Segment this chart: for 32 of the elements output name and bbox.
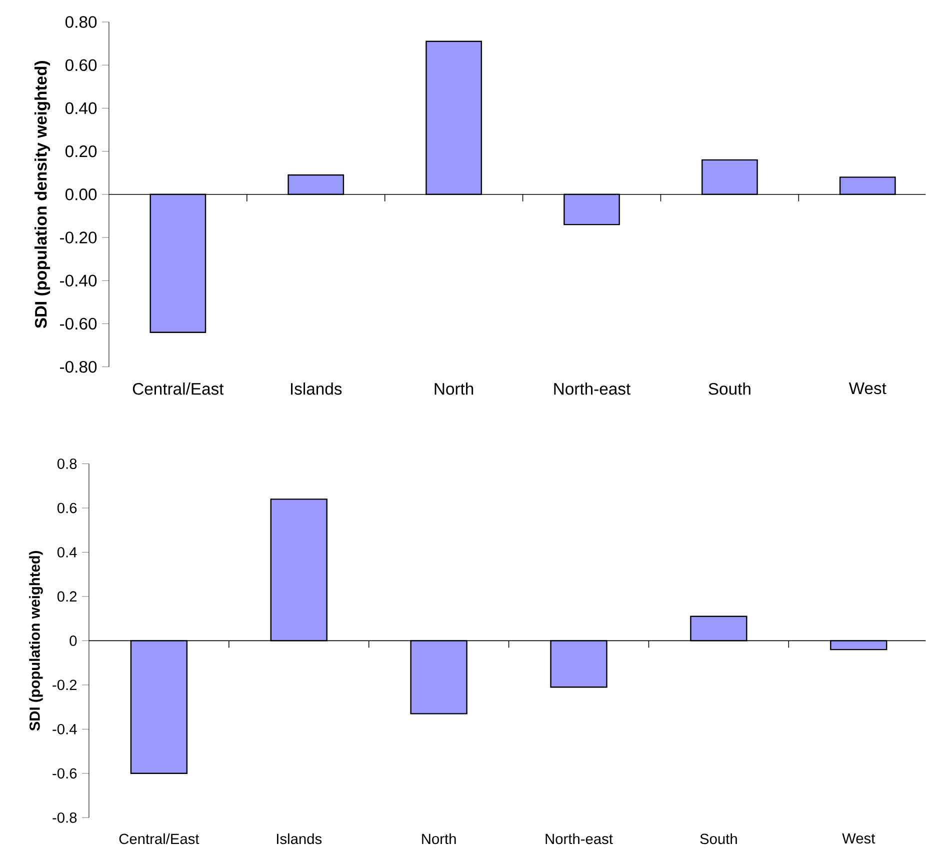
y-tick-label: -0.20 xyxy=(60,232,97,244)
x-tick-label: South xyxy=(700,834,737,844)
y-tick-label: -0.4 xyxy=(52,724,77,735)
x-tick-label: North-east xyxy=(546,834,613,844)
y-tick-label: -0.40 xyxy=(60,274,97,287)
y-tick-label: 0.2 xyxy=(57,591,77,602)
y-tick-label: 0.40 xyxy=(65,102,97,114)
y-tick-label: -0.2 xyxy=(52,680,77,690)
x-tick-label: Islands xyxy=(277,834,322,844)
y-tick-label: -0.6 xyxy=(52,768,77,779)
y-axis-title: SDI (population weighted) xyxy=(29,551,43,731)
x-tick-label: West xyxy=(848,382,886,394)
y-tick-label: 0.8 xyxy=(57,458,77,470)
x-tick-label: North-east xyxy=(554,382,631,395)
y-tick-label: 0.80 xyxy=(65,16,97,28)
y-axis-title: SDI (population density weighted) xyxy=(34,61,50,328)
x-tick-label: North xyxy=(422,834,456,844)
y-tick-label: 0.20 xyxy=(65,146,97,158)
x-tick-label: Islands xyxy=(291,382,342,395)
y-tick-label: 0.6 xyxy=(57,503,77,514)
y-tick-label: 0.4 xyxy=(57,547,77,558)
y-tick-label: -0.8 xyxy=(52,812,77,824)
x-tick-label: West xyxy=(842,834,876,844)
y-tick-label: 0.60 xyxy=(65,59,97,72)
y-tick-label: -0.60 xyxy=(60,318,97,330)
x-tick-label: North xyxy=(434,382,474,395)
x-tick-label: Central/East xyxy=(132,382,224,395)
y-tick-label: 0.00 xyxy=(65,188,97,200)
x-tick-label: South xyxy=(708,382,750,395)
y-tick-label: -0.80 xyxy=(60,361,97,373)
y-tick-label: 0 xyxy=(70,636,77,646)
x-tick-label: Central/East xyxy=(119,834,200,844)
